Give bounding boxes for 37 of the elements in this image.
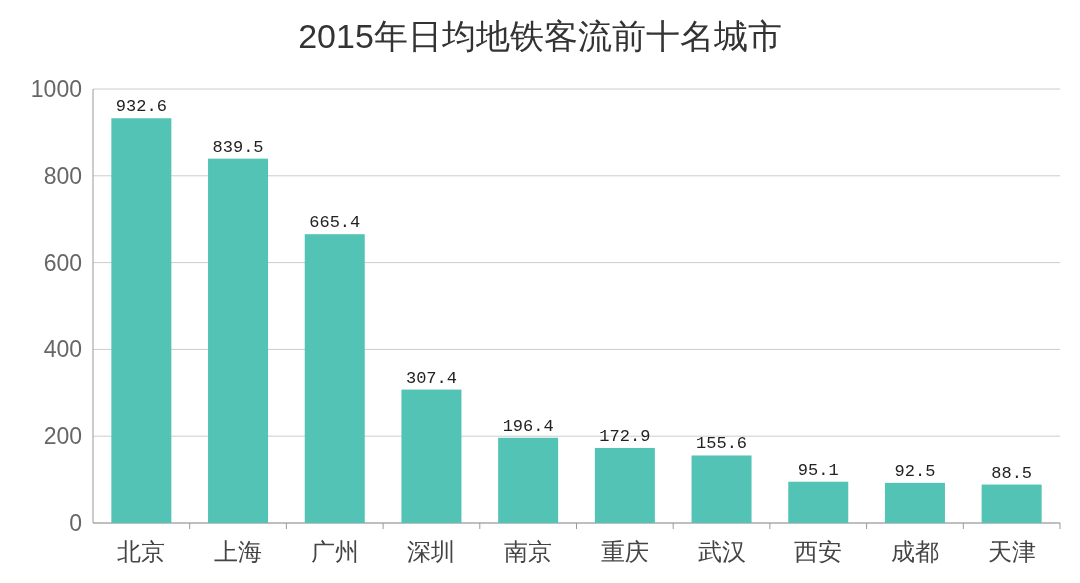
- bar: [111, 118, 172, 523]
- bar: [884, 482, 945, 523]
- chart-title: 2015年日均地铁客流前十名城市: [298, 17, 782, 55]
- data-label: 839.5: [212, 137, 264, 157]
- y-tick-label: 200: [43, 423, 82, 450]
- x-tick-label: 深圳: [407, 538, 456, 565]
- x-tick-label: 武汉: [697, 538, 746, 565]
- data-label: 665.4: [309, 213, 361, 233]
- y-tick-label: 400: [43, 336, 82, 363]
- bar: [498, 437, 559, 523]
- bar: [981, 484, 1042, 523]
- x-tick-label: 北京: [117, 538, 166, 565]
- bar: [401, 389, 462, 523]
- bar: [691, 455, 752, 523]
- x-tick-label: 上海: [214, 538, 263, 565]
- x-tick-label: 天津: [987, 538, 1036, 565]
- data-label: 95.1: [797, 460, 839, 480]
- bar: [208, 158, 269, 523]
- y-tick-label: 0: [69, 510, 82, 536]
- x-tick-label: 南京: [504, 538, 553, 565]
- data-label: 932.6: [115, 97, 167, 117]
- x-tick-label: 成都: [890, 538, 939, 565]
- x-tick-label: 广州: [310, 538, 359, 565]
- data-label: 92.5: [894, 461, 936, 481]
- bar: [788, 481, 849, 523]
- bar: [304, 234, 365, 523]
- data-label: 196.4: [502, 416, 554, 436]
- bar: [594, 447, 655, 523]
- x-tick-label: 西安: [794, 538, 843, 565]
- x-tick-label: 重庆: [600, 538, 649, 565]
- y-tick-label: 800: [43, 162, 82, 189]
- y-tick-label: 1000: [30, 76, 82, 102]
- data-label: 155.6: [696, 434, 748, 454]
- data-label: 88.5: [991, 463, 1033, 483]
- data-label: 307.4: [405, 368, 457, 388]
- data-label: 172.9: [599, 426, 651, 446]
- y-tick-label: 600: [43, 249, 82, 276]
